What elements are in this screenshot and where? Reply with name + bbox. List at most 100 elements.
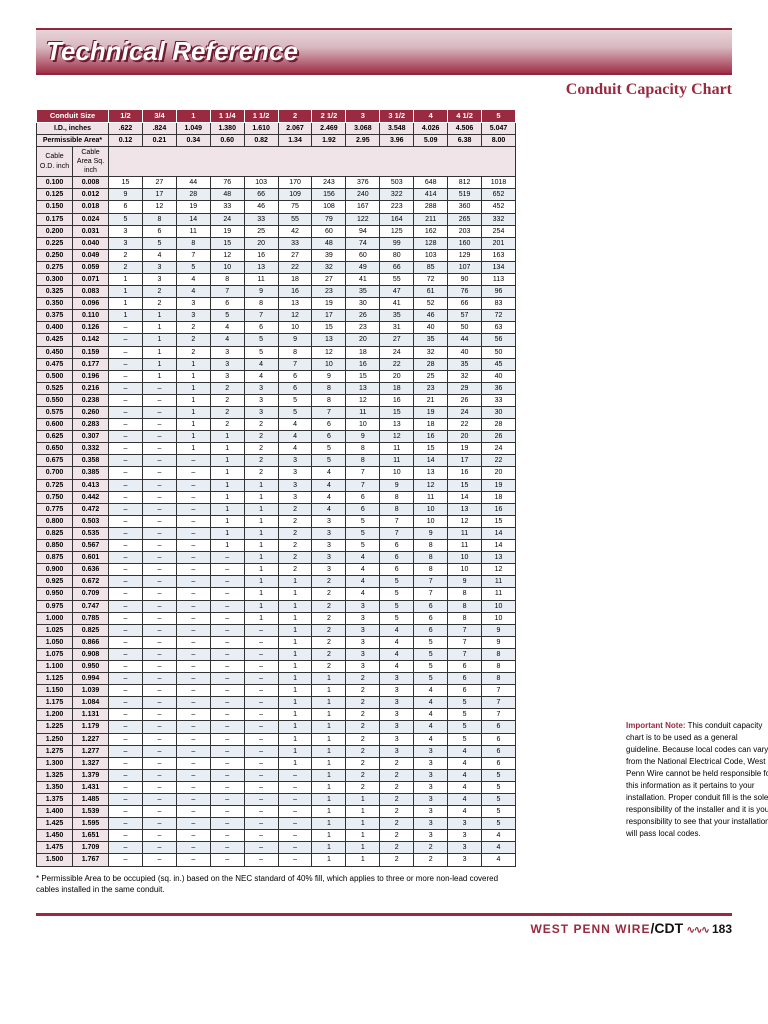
table-body: 0.1000.008152744761031702433765036488121… — [37, 177, 516, 866]
footer-brand: WEST PENN WIRE — [530, 922, 650, 936]
id-val: 3.068 — [346, 122, 380, 134]
table-row: 0.2250.040358152033487499128160201 — [37, 237, 516, 249]
table-row: 1.4751.709––––––112234 — [37, 842, 516, 854]
size-hdr: 3 1/2 — [380, 110, 414, 123]
table-row: 1.0250.825–––––1234679 — [37, 624, 516, 636]
perm-val: 0.12 — [109, 134, 143, 146]
col-od: Cable O.D. inch — [37, 146, 73, 176]
table-row: 0.4750.177–11347101622283545 — [37, 358, 516, 370]
table-head: Conduit Size1/23/411 1/41 1/222 1/233 1/… — [37, 110, 516, 177]
perm-val: 0.34 — [176, 134, 210, 146]
wave-icon: ∿∿∿ — [686, 925, 708, 936]
table-row: 0.5500.238––123581216212633 — [37, 394, 516, 406]
size-hdr: 3 — [346, 110, 380, 123]
table-row: 0.8750.601––––1234681013 — [37, 552, 516, 564]
table-row: 1.1751.084–––––1123457 — [37, 697, 516, 709]
table-row: 1.0000.785––––112356810 — [37, 612, 516, 624]
table-row: 1.2001.131–––––1123457 — [37, 709, 516, 721]
table-row: 0.9250.672––––112457911 — [37, 576, 516, 588]
table-row: 1.1000.950–––––1234568 — [37, 660, 516, 672]
table-row: 1.1250.994–––––1123568 — [37, 673, 516, 685]
size-hdr: 5 — [482, 110, 516, 123]
table-row: 1.2501.227–––––1123456 — [37, 733, 516, 745]
table-row: 1.3751.485––––––112345 — [37, 794, 516, 806]
table-row: 0.7250.413–––113479121519 — [37, 479, 516, 491]
perm-label: Permissible Area* — [37, 134, 109, 146]
id-val: 1.610 — [244, 122, 278, 134]
table-row: 0.1250.012917284866109156240322414519652 — [37, 189, 516, 201]
perm-val: 0.82 — [244, 134, 278, 146]
id-val: .622 — [109, 122, 143, 134]
table-row: 1.2751.277–––––1123346 — [37, 745, 516, 757]
table-row: 0.3750.1101135712172635465772 — [37, 310, 516, 322]
id-val: 2.067 — [278, 122, 312, 134]
perm-val: 3.96 — [380, 134, 414, 146]
table-row: 0.5750.260––123571115192430 — [37, 407, 516, 419]
table-row: 1.2251.179–––––1123456 — [37, 721, 516, 733]
id-val: 1.380 — [210, 122, 244, 134]
table-row: 0.8250.535–––11235791114 — [37, 527, 516, 539]
table-row: 0.1000.008152744761031702433765036488121… — [37, 177, 516, 189]
important-note: Important Note: This conduit capacity ch… — [626, 720, 768, 840]
table-row: 1.5001.767––––––112234 — [37, 854, 516, 866]
table-row: 0.3500.0961236813193041526683 — [37, 298, 516, 310]
capacity-table: Conduit Size1/23/411 1/41 1/222 1/233 1/… — [36, 109, 516, 867]
perm-val: 0.21 — [142, 134, 176, 146]
perm-val: 8.00 — [482, 134, 516, 146]
table-row: 0.5000.196–1134691520253240 — [37, 370, 516, 382]
table-row: 0.4000.126–124610152331405063 — [37, 322, 516, 334]
table-row: 0.2000.03136111925426094125162203254 — [37, 225, 516, 237]
size-hdr: 4 1/2 — [448, 110, 482, 123]
id-val: 2.469 — [312, 122, 346, 134]
size-hdr: 2 — [278, 110, 312, 123]
table-row: 0.4500.159–12358121824324050 — [37, 346, 516, 358]
table-row: 0.8500.567–––11235681114 — [37, 540, 516, 552]
id-val: 4.026 — [414, 122, 448, 134]
id-val: 4.506 — [448, 122, 482, 134]
perm-val: 1.92 — [312, 134, 346, 146]
table-row: 1.4501.651––––––112334 — [37, 830, 516, 842]
page-title: Technical Reference — [46, 36, 722, 67]
table-row: 0.4250.142–12459132027354456 — [37, 334, 516, 346]
size-hdr: 3/4 — [142, 110, 176, 123]
note-bold: Important Note: — [626, 721, 686, 730]
table-row: 0.6500.332––11245811151924 — [37, 443, 516, 455]
table-row: 0.5250.216––123681318232936 — [37, 382, 516, 394]
table-row: 0.7500.442–––113468111418 — [37, 491, 516, 503]
note-body: This conduit capacity chart is to be use… — [626, 721, 768, 838]
table-row: 0.6000.283––122461013182228 — [37, 419, 516, 431]
table-row: 0.7000.385–––1234710131620 — [37, 467, 516, 479]
conduit-size-label: Conduit Size — [37, 110, 109, 123]
size-hdr: 1/2 — [109, 110, 143, 123]
size-hdr: 1 1/2 — [244, 110, 278, 123]
table-row: 0.6750.358–––1235811141722 — [37, 455, 516, 467]
footer-cdt: /CDT — [650, 920, 683, 936]
table-row: 1.0500.866–––––1234579 — [37, 636, 516, 648]
id-val: 3.548 — [380, 122, 414, 134]
table-row: 0.1500.01861219334675108167223288360452 — [37, 201, 516, 213]
table-row: 0.6250.307––11246912162026 — [37, 431, 516, 443]
table-row: 0.9000.636––––1234681012 — [37, 564, 516, 576]
table-row: 1.3001.327–––––1122346 — [37, 757, 516, 769]
subtitle: Conduit Capacity Chart — [36, 81, 732, 99]
table-row: 0.2750.05923510132232496685107134 — [37, 261, 516, 273]
table-row: 1.3251.379––––––122345 — [37, 769, 516, 781]
id-val: 1.049 — [176, 122, 210, 134]
perm-val: 2.95 — [346, 134, 380, 146]
footer: WEST PENN WIRE/CDT ∿∿∿ 183 — [36, 913, 732, 936]
table-row: 1.1501.039–––––1123467 — [37, 685, 516, 697]
table-row: 1.4001.539––––––112345 — [37, 806, 516, 818]
footnote: * Permissible Area to be occupied (sq. i… — [36, 873, 516, 895]
table-row: 1.3501.431––––––122345 — [37, 781, 516, 793]
id-label: I.D., inches — [37, 122, 109, 134]
table-row: 0.3000.071134811182741557290113 — [37, 273, 516, 285]
size-hdr: 2 1/2 — [312, 110, 346, 123]
table-row: 0.7750.472–––112468101316 — [37, 503, 516, 515]
perm-val: 0.60 — [210, 134, 244, 146]
title-bar: Technical Reference — [36, 28, 732, 75]
table-row: 0.8000.503–––112357101215 — [37, 515, 516, 527]
table-row: 0.1750.024581424335579122164211265332 — [37, 213, 516, 225]
id-val: 5.047 — [482, 122, 516, 134]
perm-val: 5.09 — [414, 134, 448, 146]
size-hdr: 1 — [176, 110, 210, 123]
